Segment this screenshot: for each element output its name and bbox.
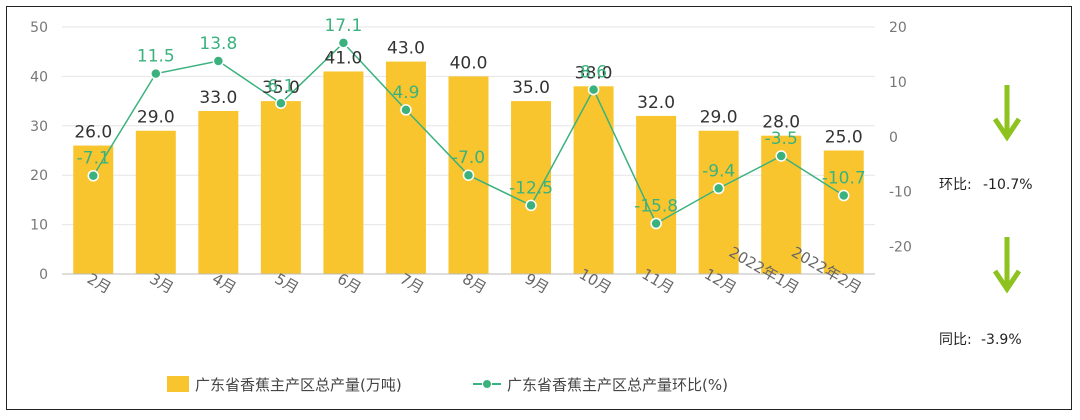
line-point [837, 189, 850, 202]
bar-value-label: 33.0 [199, 88, 237, 108]
line-point [587, 83, 600, 96]
bar [323, 71, 364, 275]
y-right-tick-label: -10 [889, 185, 912, 201]
line-point [525, 199, 537, 212]
y-right-tick-label: 0 [889, 130, 898, 146]
line-value-label: 4.9 [392, 83, 419, 103]
yoy-arrow-icon [992, 237, 1022, 294]
bar [135, 130, 176, 274]
mom-arrow-icon [992, 85, 1022, 142]
bar-value-label: 26.0 [74, 123, 112, 143]
line-layer [87, 37, 850, 230]
legend-bar-swatch [167, 376, 189, 392]
line-value-label: 13.8 [199, 34, 237, 54]
bar-value-label: 32.0 [637, 93, 675, 113]
yoy-label: 同比: [939, 332, 972, 348]
labels-layer: 26.0 29.0 33.0 35.0 41.0 43.0 40.0 35.0 38.0 32.0… [74, 16, 865, 217]
bar [198, 110, 239, 274]
line-value-label: 17.1 [324, 16, 362, 36]
line-point [650, 217, 662, 230]
bar-value-label: 35.0 [512, 78, 550, 98]
line-value-label: -12.5 [509, 178, 553, 198]
legend-layer: 广东省香蕉主产区总产量(万吨) 广东省香蕉主产区总产量环比(%) [167, 376, 728, 394]
line-point [462, 169, 475, 181]
legend-line-marker [482, 379, 492, 389]
line-value-label: 11.5 [137, 47, 175, 67]
bar-value-label: 29.0 [137, 108, 175, 128]
bar [73, 145, 114, 274]
bar-value-label: 38.0 [575, 63, 613, 83]
line-point [87, 169, 100, 182]
line-point [775, 150, 787, 162]
bar-value-label: 25.0 [825, 128, 863, 148]
bar-value-label: 29.0 [700, 108, 738, 128]
line-value-label: -7.1 [77, 149, 110, 169]
bar [260, 101, 301, 274]
line-value-label: 6.1 [267, 76, 294, 96]
bar-value-label: 35.0 [262, 78, 300, 98]
mom-value: -10.7% [983, 177, 1033, 193]
line-value-label: -15.8 [634, 197, 678, 217]
mom-label: 环比: [939, 177, 972, 193]
bar-value-label: 40.0 [450, 53, 488, 73]
bar [385, 61, 426, 274]
y-right-tick-label: 20 [889, 20, 907, 36]
line-point [150, 67, 162, 80]
y-left-tick-label: 50 [30, 20, 48, 36]
line-value-label: 8.6 [580, 63, 607, 83]
bar-value-label: 41.0 [324, 48, 362, 68]
bar-value-label: 28.0 [762, 113, 800, 133]
line-point [712, 182, 725, 195]
y-left-tick-label: 20 [30, 168, 48, 184]
chart-frame: 26.0 29.0 33.0 35.0 41.0 43.0 40.0 35.0 38.0 32.0… [6, 6, 1072, 410]
line-point [337, 37, 350, 49]
bar [511, 101, 552, 274]
legend-bar-label: 广东省香蕉主产区总产量(万吨) [195, 376, 402, 394]
yoy-value: -3.9% [981, 332, 1022, 348]
bar [823, 150, 864, 274]
line-point [275, 97, 287, 110]
y-left-tick-label: 10 [30, 218, 48, 234]
y-right-tick-label: -20 [889, 240, 912, 256]
legend-line-label: 广东省香蕉主产区总产量环比(%) [507, 376, 728, 394]
bar [698, 130, 739, 274]
line-point [400, 104, 412, 116]
chart-svg: 26.0 29.0 33.0 35.0 41.0 43.0 40.0 35.0 38.0 32.0… [30, 16, 1033, 394]
line-point [212, 55, 225, 67]
y-left-tick-label: 30 [30, 119, 48, 135]
bar-value-label: 43.0 [387, 39, 425, 59]
line-value-label: -10.7 [822, 169, 866, 189]
y-left-tick-label: 0 [39, 267, 48, 283]
line-value-label: -3.5 [765, 129, 798, 149]
line-value-label: -7.0 [452, 148, 485, 168]
line-value-label: -9.4 [702, 161, 735, 181]
y-right-tick-label: 10 [889, 75, 907, 91]
y-left-tick-label: 40 [30, 69, 48, 85]
